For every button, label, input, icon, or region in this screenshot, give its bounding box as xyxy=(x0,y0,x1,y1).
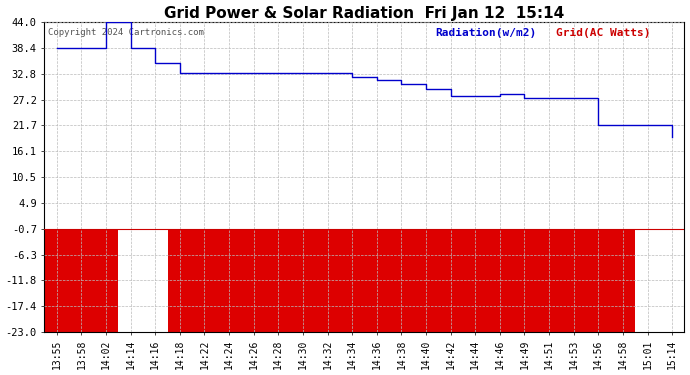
Title: Grid Power & Solar Radiation  Fri Jan 12  15:14: Grid Power & Solar Radiation Fri Jan 12 … xyxy=(164,6,564,21)
Text: Grid(AC Watts): Grid(AC Watts) xyxy=(556,28,651,38)
Text: Copyright 2024 Cartronics.com: Copyright 2024 Cartronics.com xyxy=(48,28,204,37)
Text: Radiation(w/m2): Radiation(w/m2) xyxy=(435,28,536,38)
